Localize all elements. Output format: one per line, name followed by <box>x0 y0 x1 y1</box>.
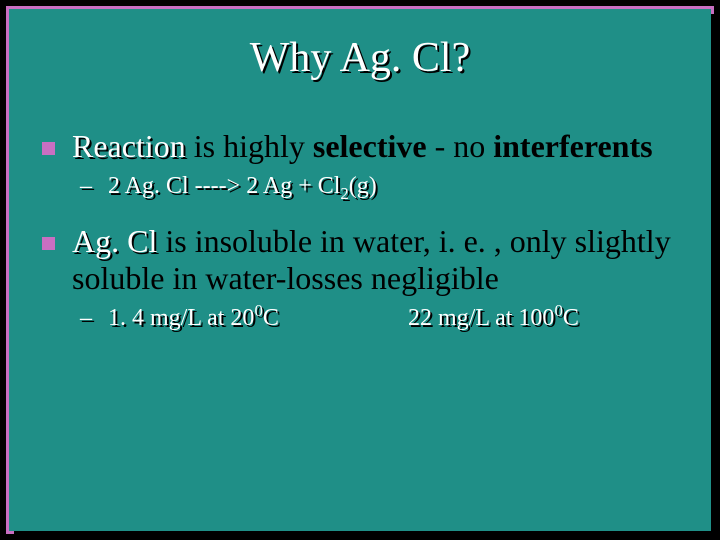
solubility-100c: 22 mg/L at 1000C <box>408 304 678 333</box>
dash-icon: – <box>80 172 92 201</box>
reaction-text: (g) <box>349 173 377 199</box>
bullet-text: is highly <box>186 128 313 164</box>
square-bullet-icon <box>42 142 55 155</box>
bullet-item-2: Ag. Cl is insoluble in water, i. e. , on… <box>42 223 678 299</box>
bold-text: interferents <box>493 128 652 164</box>
slide-content: Reaction is highly selective - no interf… <box>42 128 678 355</box>
solubility-text: 22 mg/L at 100 <box>408 305 554 331</box>
superscript: 0 <box>254 301 262 320</box>
shadow-right <box>711 14 720 540</box>
superscript: 0 <box>554 301 562 320</box>
shadow-bottom <box>14 531 720 540</box>
dash-icon: – <box>80 304 92 333</box>
sub-item-2: – 1. 4 mg/L at 200C 22 mg/L at 1000C <box>42 304 678 333</box>
slide: Why Ag. Cl? Reaction is highly selective… <box>0 0 720 540</box>
reaction-text: 2 Ag. Cl ----> 2 Ag + Cl <box>108 173 340 199</box>
solubility-text: 1. 4 mg/L at 20 <box>108 305 254 331</box>
slide-title: Why Ag. Cl? <box>0 34 720 82</box>
solubility-20c: 1. 4 mg/L at 200C <box>108 304 408 333</box>
subscript: 2 <box>340 184 348 203</box>
bullet-text: - no <box>427 128 494 164</box>
square-bullet-icon <box>42 237 55 250</box>
sub-item-1: – 2 Ag. Cl ----> 2 Ag + Cl2(g) <box>42 172 678 201</box>
bullet-text: is insoluble in water, i. e. , only slig… <box>72 223 671 297</box>
bullet-prefix: Reaction <box>72 128 186 164</box>
solubility-text: C <box>563 305 579 331</box>
bold-text: selective <box>313 128 427 164</box>
bullet-prefix: Ag. Cl <box>72 223 157 259</box>
bullet-item-1: Reaction is highly selective - no interf… <box>42 128 678 166</box>
solubility-text: C <box>263 305 279 331</box>
